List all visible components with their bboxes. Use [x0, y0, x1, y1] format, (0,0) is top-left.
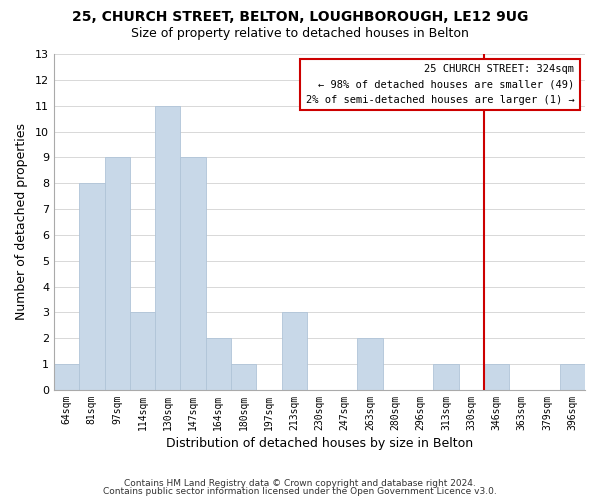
Bar	[155, 106, 181, 390]
Text: 25 CHURCH STREET: 324sqm
← 98% of detached houses are smaller (49)
2% of semi-de: 25 CHURCH STREET: 324sqm ← 98% of detach…	[305, 64, 574, 106]
Bar	[281, 312, 307, 390]
Bar	[484, 364, 509, 390]
Text: Contains HM Land Registry data © Crown copyright and database right 2024.: Contains HM Land Registry data © Crown c…	[124, 478, 476, 488]
Bar	[358, 338, 383, 390]
Text: Contains public sector information licensed under the Open Government Licence v3: Contains public sector information licen…	[103, 487, 497, 496]
Bar	[181, 158, 206, 390]
Text: 25, CHURCH STREET, BELTON, LOUGHBOROUGH, LE12 9UG: 25, CHURCH STREET, BELTON, LOUGHBOROUGH,…	[72, 10, 528, 24]
Y-axis label: Number of detached properties: Number of detached properties	[15, 124, 28, 320]
Bar	[560, 364, 585, 390]
Bar	[231, 364, 256, 390]
Bar	[54, 364, 79, 390]
X-axis label: Distribution of detached houses by size in Belton: Distribution of detached houses by size …	[166, 437, 473, 450]
Bar	[130, 312, 155, 390]
Bar	[206, 338, 231, 390]
Text: Size of property relative to detached houses in Belton: Size of property relative to detached ho…	[131, 28, 469, 40]
Bar	[104, 158, 130, 390]
Bar	[433, 364, 458, 390]
Bar	[79, 183, 104, 390]
